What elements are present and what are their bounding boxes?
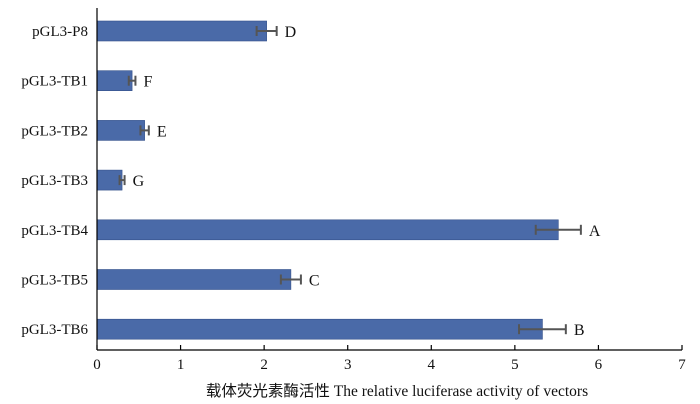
bar-pgl3-tb3 bbox=[96, 169, 123, 191]
category-label: pGL3-TB4 bbox=[21, 223, 88, 239]
bar-pgl3-tb2 bbox=[96, 120, 145, 141]
x-ticks: 0 1 2 3 4 5 6 7 bbox=[93, 345, 686, 373]
bar-pgl3-tb1 bbox=[96, 70, 133, 91]
bar-pgl3-tb6 bbox=[96, 318, 543, 340]
x-tick-label: 5 bbox=[511, 357, 519, 373]
x-tick-label: 4 bbox=[428, 357, 436, 373]
error-bar-pgl3-tb3 bbox=[118, 175, 126, 186]
error-bars-layer bbox=[118, 26, 582, 335]
significance-label: B bbox=[574, 322, 585, 339]
category-label: pGL3-TB5 bbox=[21, 273, 88, 289]
category-label: pGL3-P8 bbox=[32, 24, 88, 40]
error-bar-pgl3-tb1 bbox=[127, 75, 137, 86]
significance-label: C bbox=[309, 273, 320, 290]
x-tick-label: 3 bbox=[344, 357, 352, 373]
x-axis-title: 载体荧光素酶活性 The relative luciferase activit… bbox=[206, 382, 588, 400]
category-label: pGL3-TB6 bbox=[21, 322, 88, 338]
x-tick-label: 0 bbox=[93, 357, 101, 373]
category-label: pGL3-TB1 bbox=[21, 74, 88, 90]
significance-label: A bbox=[589, 223, 601, 240]
category-label: pGL3-TB2 bbox=[21, 123, 88, 139]
significance-label: F bbox=[143, 74, 152, 91]
x-tick-label: 2 bbox=[260, 357, 268, 373]
bar-pgl3-p8 bbox=[96, 20, 267, 42]
bars-layer bbox=[96, 20, 559, 340]
significance-label: D bbox=[285, 24, 297, 41]
error-bar-pgl3-tb2 bbox=[139, 125, 150, 136]
x-tick-label: 7 bbox=[678, 357, 686, 373]
significance-label: G bbox=[133, 173, 145, 190]
error-bar-pgl3-tb4 bbox=[534, 224, 582, 235]
error-bar-pgl3-tb6 bbox=[518, 324, 567, 335]
bar-pgl3-tb4 bbox=[96, 219, 559, 241]
significance-label: E bbox=[157, 123, 167, 140]
x-tick-label: 1 bbox=[177, 357, 185, 373]
error-bar-pgl3-p8 bbox=[255, 26, 278, 36]
error-bar-pgl3-tb5 bbox=[279, 274, 302, 285]
category-label: pGL3-TB3 bbox=[21, 173, 88, 189]
bar-pgl3-tb5 bbox=[96, 269, 292, 290]
x-tick-label: 6 bbox=[595, 357, 603, 373]
